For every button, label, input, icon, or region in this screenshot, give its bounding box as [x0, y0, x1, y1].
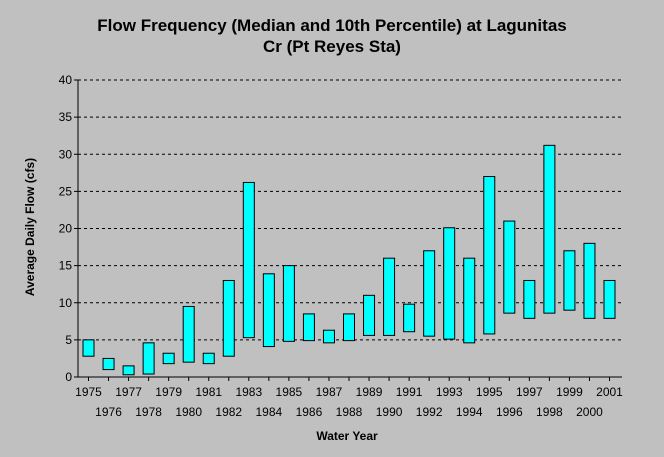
- x-tick-label: 1986: [296, 405, 323, 419]
- x-tick-label: 1992: [416, 405, 443, 419]
- bar-1977: [122, 365, 135, 376]
- x-tick-label: 1976: [95, 405, 122, 419]
- bar-1980: [182, 305, 195, 363]
- x-tick-label: 1994: [456, 405, 483, 419]
- y-tick-label: 5: [65, 333, 72, 347]
- bar-1986: [302, 313, 315, 342]
- bar-1981: [202, 352, 215, 365]
- bar-1985: [282, 265, 295, 342]
- bar-1978: [142, 342, 155, 375]
- bar-1975: [82, 339, 95, 357]
- bar-1994: [463, 257, 476, 344]
- bar-1987: [322, 329, 335, 344]
- y-tick-label: 25: [59, 184, 73, 198]
- axes: [74, 79, 622, 381]
- y-tick-label: 20: [59, 222, 73, 236]
- x-tick-labels: 1975 1976 1977 1978 1979 1980 1981 1982 1983 1984…: [75, 385, 623, 419]
- bar-1979: [162, 352, 175, 365]
- bar-1995: [483, 176, 496, 335]
- x-tick-label: 1985: [276, 385, 303, 399]
- y-tick-label: 0: [65, 370, 72, 384]
- x-tick-label: 1975: [75, 385, 102, 399]
- y-tick-label: 15: [59, 259, 73, 273]
- y-axis-label: Average Daily Flow (cfs): [23, 158, 37, 296]
- x-tick-label: 1990: [376, 405, 403, 419]
- bar-1990: [383, 257, 396, 336]
- bar-1999: [563, 250, 576, 311]
- bar-1993: [443, 227, 456, 340]
- bar-2000: [583, 242, 596, 319]
- x-tick-label: 1998: [536, 405, 563, 419]
- chart-title-line-2: Cr (Pt Reyes Sta): [263, 37, 401, 56]
- bar-1989: [363, 294, 376, 336]
- bar-1991: [403, 303, 416, 333]
- grid-lines: [78, 79, 622, 341]
- x-tick-label: 1989: [356, 385, 383, 399]
- x-tick-label: 1991: [396, 385, 423, 399]
- x-tick-label: 2000: [576, 405, 603, 419]
- x-tick-label: 1988: [336, 405, 363, 419]
- bars: [82, 144, 616, 376]
- bar-1996: [503, 220, 516, 314]
- bar-1984: [262, 273, 275, 348]
- x-tick-label: 1981: [195, 385, 222, 399]
- x-tick-label: 1982: [215, 405, 242, 419]
- x-tick-label: 1997: [516, 385, 543, 399]
- bar-1992: [423, 250, 436, 337]
- x-tick-label: 1978: [135, 405, 162, 419]
- bar-1997: [523, 279, 536, 319]
- y-tick-label: 30: [59, 147, 73, 161]
- bar-2001: [603, 279, 616, 319]
- bar-1976: [102, 357, 115, 371]
- y-tick-label: 35: [59, 110, 73, 124]
- y-tick-labels: 0 5 10 15 20 25 30 35 40: [59, 73, 73, 384]
- x-tick-label: 1983: [235, 385, 262, 399]
- x-tick-label: 1995: [476, 385, 503, 399]
- x-tick-label: 1993: [436, 385, 463, 399]
- x-axis-label: Water Year: [316, 429, 378, 443]
- x-tick-label: 2001: [596, 385, 623, 399]
- y-tick-label: 40: [59, 73, 73, 87]
- bar-1982: [222, 279, 235, 357]
- x-tick-label: 1977: [115, 385, 142, 399]
- bar-1998: [543, 144, 556, 314]
- x-tick-label: 1987: [316, 385, 343, 399]
- bar-1988: [343, 313, 355, 342]
- chart-title-line-1: Flow Frequency (Median and 10th Percenti…: [97, 16, 567, 35]
- y-tick-label: 10: [59, 296, 73, 310]
- x-tick-label: 1980: [175, 405, 202, 419]
- bar-1983: [242, 181, 255, 339]
- x-tick-label: 1999: [556, 385, 583, 399]
- x-tick-label: 1984: [255, 405, 282, 419]
- x-tick-label: 1996: [496, 405, 523, 419]
- x-tick-label: 1979: [155, 385, 182, 399]
